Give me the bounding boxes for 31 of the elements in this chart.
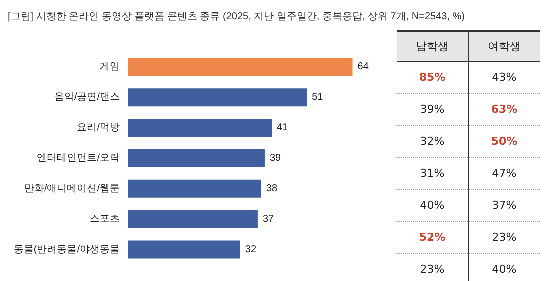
data-label: 38 [266, 183, 278, 194]
y-tick-label: 엔터테인먼트/오락 [37, 153, 120, 164]
data-label: 41 [276, 122, 289, 134]
text: 50% [491, 135, 518, 148]
data-label: 39 [270, 153, 282, 164]
text: 63% [491, 103, 518, 116]
category-label: 여학생 [468, 31, 540, 62]
text: 37% [492, 199, 517, 212]
data-label: 64 [358, 62, 370, 73]
text: 23% [420, 263, 445, 276]
y-tick-label: 음악/공연/댄스 [54, 92, 120, 104]
text: 31% [420, 167, 445, 180]
data-label: 51 [312, 92, 324, 104]
text: 23% [492, 231, 517, 244]
y-tick-label: 게임 [100, 62, 120, 73]
y-tick-label: 요리/먹방 [77, 122, 120, 134]
data-label: 37 [262, 214, 275, 225]
data-label: 32 [245, 244, 257, 256]
text: 47% [492, 167, 517, 180]
y-tick-label: 동물(반려동물/야생동물 [14, 244, 120, 256]
text: 40% [420, 199, 445, 212]
category-label: 남학생 [397, 31, 468, 62]
text: 52% [419, 231, 446, 244]
text: 40% [492, 263, 517, 276]
chart-title: [그림] 시청한 온라인 동영상 플랫폼 콘텐츠 종류 (2025, 지난 일주일간, 중복응답, 상위 7개, N=2543, %) [8, 12, 466, 22]
y-tick-label: 만화/애니메이션/웹툰 [24, 183, 120, 194]
text: 32% [420, 135, 445, 148]
text: 85% [419, 71, 446, 84]
text: 39% [420, 103, 445, 116]
y-tick-label: 스포츠 [90, 214, 120, 225]
text: 43% [492, 71, 517, 84]
